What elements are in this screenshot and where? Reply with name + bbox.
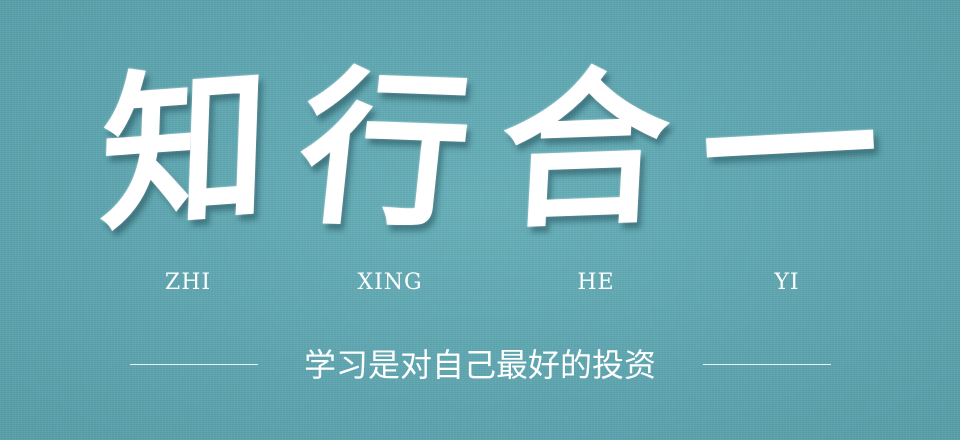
pinyin-xing: XING [357, 270, 423, 295]
pinyin-zhi: ZHI [164, 270, 212, 295]
divider-right [703, 364, 831, 365]
calligraphy-title: 知 行 合 一 [0, 40, 960, 260]
slogan: 学习是对自己最好的投资 [303, 346, 656, 384]
divider-left [130, 364, 258, 365]
calligraphy-char-yi: 一 [696, 46, 884, 254]
calligraphy-char-zhi: 知 [97, 44, 273, 256]
pinyin-yi: YI [774, 270, 800, 295]
calligraphy-char-xing: 行 [290, 48, 480, 252]
calligraphy-char-he: 合 [495, 47, 675, 253]
pinyin-he: HE [577, 270, 615, 295]
